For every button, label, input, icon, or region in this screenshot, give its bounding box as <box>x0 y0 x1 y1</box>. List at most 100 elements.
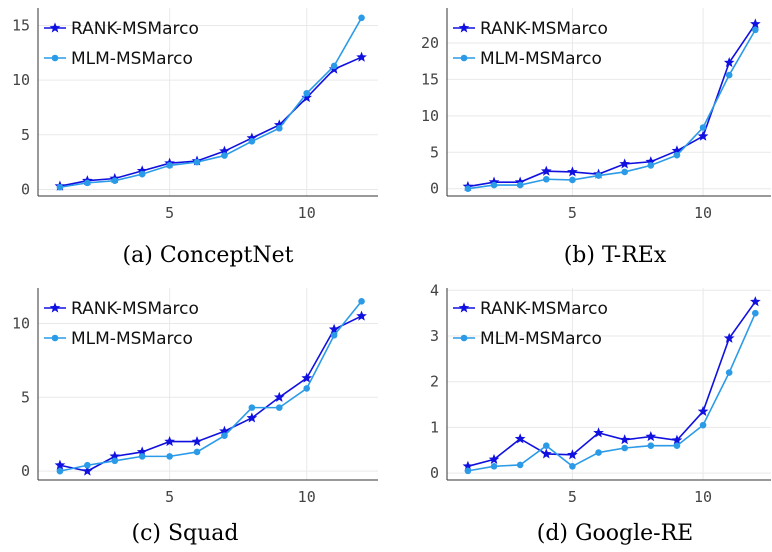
series-line <box>467 301 756 468</box>
legend-label: RANK-MSMarco <box>480 19 608 39</box>
data-point <box>275 404 283 411</box>
chart-conceptnet: 0 5 10 15 5 10 RANK-MSMarco MLM-MSMarco (a) Conc… <box>12 8 378 268</box>
data-point <box>109 450 121 461</box>
y-tick-label: 10 <box>421 107 439 125</box>
data-point <box>164 436 175 447</box>
data-point <box>621 444 628 452</box>
legend-star-icon <box>49 302 61 313</box>
data-point <box>462 460 474 471</box>
legend-label: RANK-MSMarco <box>480 299 608 319</box>
legend-label: MLM-MSMarco <box>71 329 193 349</box>
y-tick-label: 3 <box>430 327 439 345</box>
data-point <box>275 124 283 132</box>
y-tick-label: 15 <box>421 70 439 88</box>
legend: RANK-MSMarco MLM-MSMarco <box>453 299 608 349</box>
data-point <box>723 57 735 68</box>
data-point <box>619 158 630 169</box>
x-tick-label: 5 <box>568 488 577 506</box>
y-tick-label: 0 <box>430 180 439 198</box>
data-point <box>619 434 630 445</box>
chart-google-re: 0 1 2 3 4 5 10 RANK-MSMarco MLM-MSMarco (d) Googl… <box>430 281 771 546</box>
y-tick-label: 5 <box>21 388 30 406</box>
data-point <box>567 449 578 460</box>
data-point <box>358 14 365 22</box>
data-point <box>540 165 552 176</box>
y-tick-label: 1 <box>430 418 439 436</box>
legend-circle-icon <box>460 54 468 62</box>
data-point <box>356 51 367 62</box>
data-point <box>84 461 91 469</box>
series-1 <box>464 309 759 475</box>
data-point <box>166 162 173 169</box>
data-point <box>138 170 146 178</box>
data-point <box>750 18 761 29</box>
data-point <box>246 412 258 423</box>
legend: RANK-MSMarco MLM-MSMarco <box>44 299 199 349</box>
data-point <box>138 453 146 460</box>
series-0 <box>54 51 367 191</box>
data-point <box>301 92 313 103</box>
series-line <box>59 17 363 189</box>
data-point <box>54 459 66 470</box>
x-tick-label: 10 <box>298 204 316 222</box>
series-line <box>59 56 362 187</box>
legend-star-icon <box>49 22 61 33</box>
series-line <box>59 300 363 472</box>
x-tick-label: 5 <box>165 488 174 506</box>
data-point <box>166 453 173 460</box>
data-point <box>356 310 367 321</box>
data-point <box>464 467 472 475</box>
data-point <box>514 433 526 444</box>
x-tick-label: 5 <box>568 204 577 222</box>
x-tick-label: 10 <box>694 204 712 222</box>
legend-star-icon <box>458 302 470 313</box>
series-0 <box>462 18 761 192</box>
data-point <box>752 26 759 34</box>
data-point <box>246 132 258 143</box>
legend: RANK-MSMarco MLM-MSMarco <box>44 19 199 69</box>
data-point <box>569 176 576 184</box>
data-point <box>136 165 148 176</box>
y-tick-label: 20 <box>421 34 439 52</box>
data-point <box>464 185 472 193</box>
data-point <box>725 369 733 376</box>
data-point <box>248 404 256 411</box>
y-tick-label: 10 <box>12 314 30 332</box>
data-point <box>645 156 657 167</box>
data-point <box>647 162 655 169</box>
data-point <box>330 62 338 70</box>
data-point <box>248 138 256 145</box>
legend-label: MLM-MSMarco <box>71 49 193 69</box>
series-line <box>467 29 757 190</box>
data-point <box>273 119 285 130</box>
x-tick-label: 10 <box>298 488 316 506</box>
series-0 <box>462 296 761 471</box>
y-tick-label: 5 <box>21 126 30 144</box>
data-point <box>516 461 524 469</box>
y-tick-label: 5 <box>430 143 439 161</box>
chart-caption: (a) ConceptNet <box>123 243 294 268</box>
y-tick-label: 15 <box>12 16 30 34</box>
y-tick-label: 0 <box>21 462 30 480</box>
legend-circle-icon <box>51 54 59 62</box>
data-point <box>328 323 340 334</box>
data-point <box>111 457 119 465</box>
series-1 <box>56 297 365 475</box>
data-point <box>221 432 228 439</box>
data-point <box>540 448 552 459</box>
data-point <box>673 442 681 450</box>
series-1 <box>464 26 759 193</box>
legend-circle-icon <box>460 334 468 342</box>
series-line <box>59 315 362 472</box>
data-point <box>191 436 203 447</box>
data-point <box>221 152 228 159</box>
data-point <box>593 427 604 438</box>
data-point <box>699 421 707 429</box>
data-point <box>621 168 628 176</box>
data-point <box>303 385 311 392</box>
data-point <box>56 467 64 475</box>
y-tick-label: 10 <box>12 71 30 89</box>
data-point <box>219 145 230 156</box>
data-point <box>488 453 500 464</box>
data-point <box>752 309 759 317</box>
